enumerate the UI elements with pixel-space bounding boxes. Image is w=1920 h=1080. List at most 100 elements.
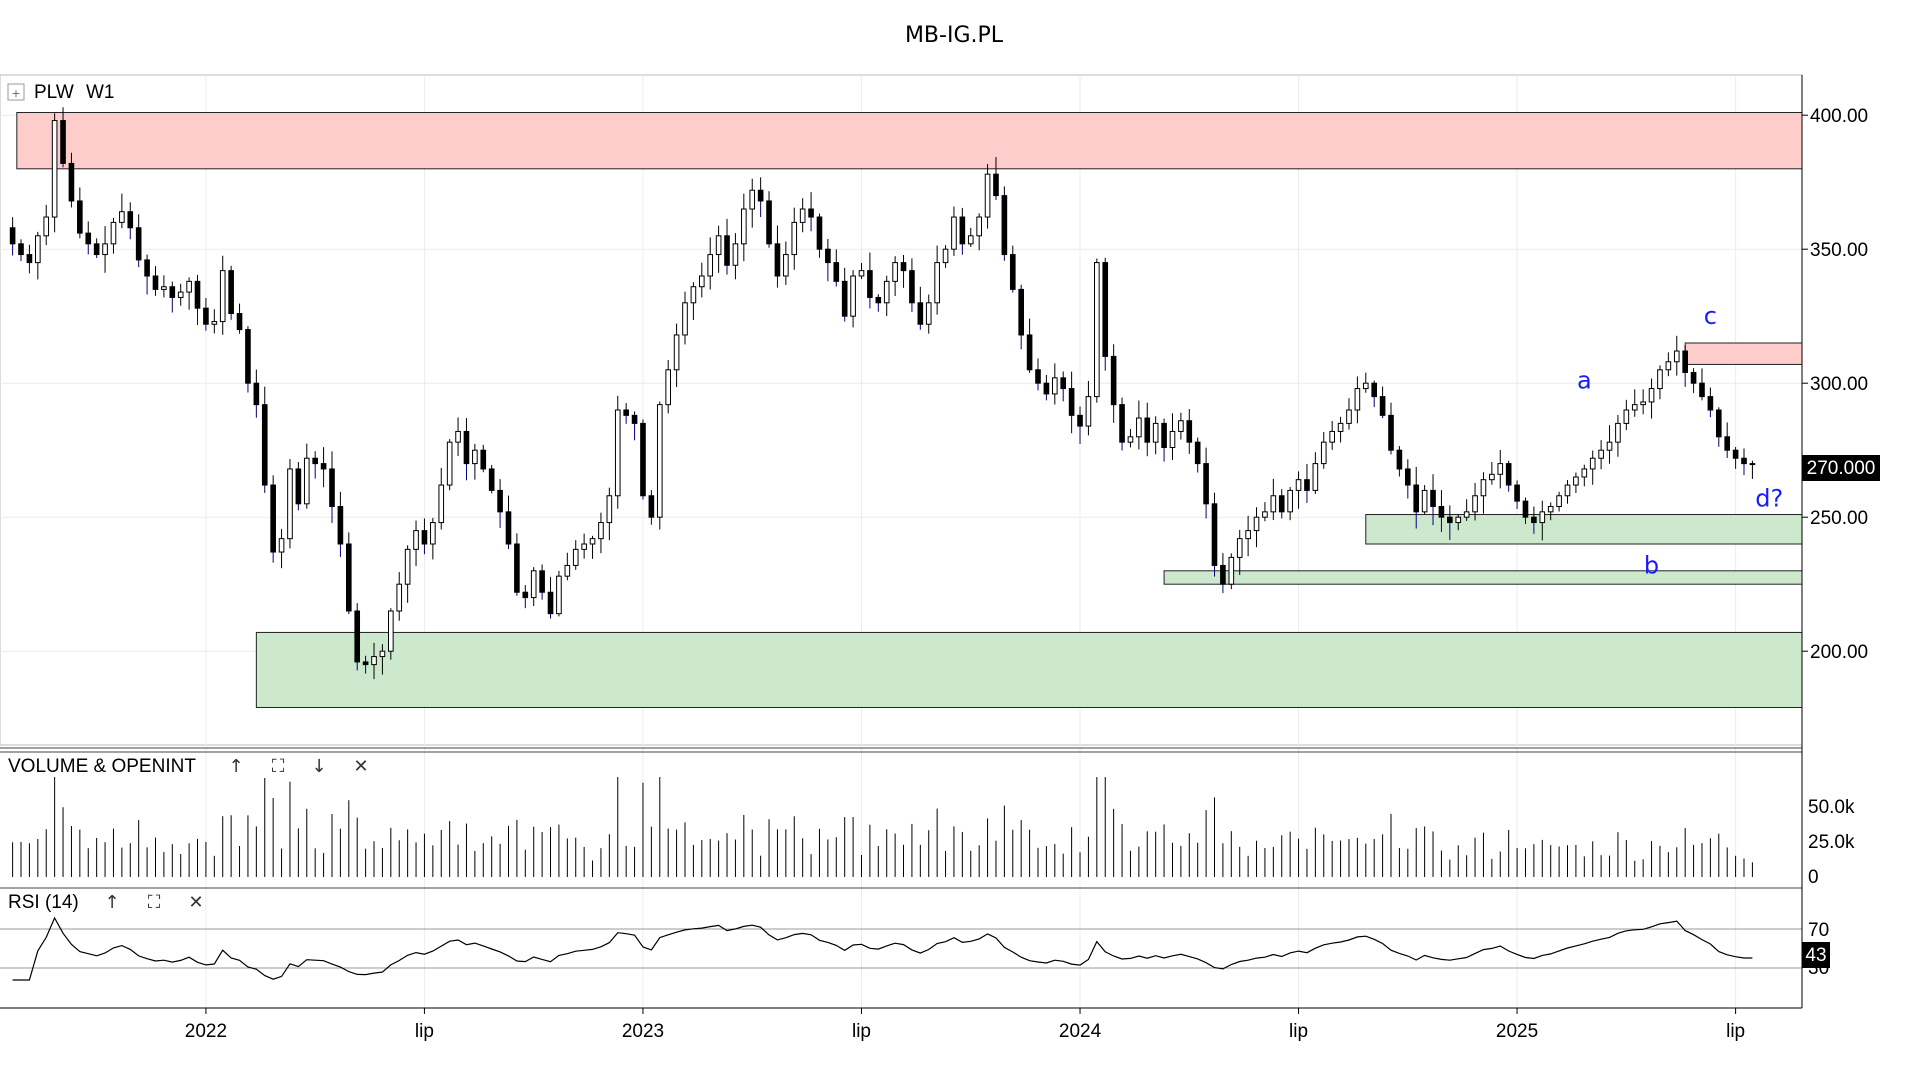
candle-body — [1312, 463, 1319, 491]
candle-body — [1169, 430, 1176, 449]
expand-icon[interactable]: + — [11, 87, 20, 100]
candle-body — [1741, 457, 1747, 465]
price-tick-label: 200.00 — [1810, 642, 1868, 663]
candle-body — [959, 216, 966, 245]
candle-body — [766, 200, 772, 245]
candle-body — [362, 661, 369, 666]
price-panel[interactable]: a b c d? + PLW W1 — [0, 74, 1803, 1008]
candle-body — [1388, 414, 1394, 451]
candle-body — [1329, 430, 1335, 443]
expand-icon-box[interactable] — [7, 83, 25, 101]
candle-body — [1144, 417, 1151, 443]
candle-body — [858, 270, 865, 277]
candle-body — [1531, 516, 1537, 524]
volume-tick-0: 0 — [1808, 867, 1819, 888]
candle-body — [1682, 350, 1688, 373]
candle-body — [1304, 479, 1310, 491]
candle-body — [774, 243, 781, 277]
candle-body — [1094, 262, 1100, 398]
candle-body — [455, 430, 461, 443]
candle-body — [1186, 420, 1193, 443]
panel-move-up-icon[interactable]: ↑ — [104, 892, 119, 913]
candle-body — [203, 307, 209, 325]
wave-label: d? — [1755, 484, 1783, 512]
candle-body — [144, 259, 150, 277]
candle-body — [1564, 484, 1571, 497]
candle-body — [1522, 500, 1529, 518]
panel-maximize-icon[interactable]: ⛶ — [148, 892, 161, 913]
candle-body — [883, 280, 890, 304]
rsi-panel[interactable]: RSI (14) ↑ ⛶ ✕ 70 30 43 — [0, 892, 1830, 981]
candle-body — [77, 200, 83, 234]
candle-body — [1556, 495, 1562, 507]
candle-body — [1270, 495, 1277, 513]
candle-body — [1035, 369, 1041, 384]
volume-panel-label: VOLUME & OPENINT — [8, 756, 196, 777]
candle-body — [35, 235, 41, 264]
candle-body — [1194, 441, 1201, 465]
candle-body — [682, 302, 688, 336]
candle-body — [1648, 388, 1655, 403]
candle-body — [1472, 495, 1478, 513]
candle-body — [295, 468, 302, 505]
rsi-line — [12, 916, 1753, 981]
candle-body — [867, 270, 873, 298]
interval-label: W1 — [86, 82, 115, 103]
candle-body — [1581, 468, 1588, 478]
candle-body — [228, 270, 234, 315]
candle-body — [1430, 489, 1436, 507]
candle-body — [1220, 564, 1226, 585]
panel-move-up-icon[interactable]: ↑ — [228, 756, 243, 777]
candle-body — [396, 583, 403, 612]
candle-body — [589, 538, 596, 545]
candle-body — [404, 548, 411, 585]
panel-move-down-icon[interactable]: ↓ — [311, 756, 326, 777]
candle-body — [245, 329, 251, 384]
candles-layer — [9, 107, 1756, 680]
candle-body — [1110, 355, 1117, 406]
candle-body — [1337, 422, 1344, 432]
candle-body — [892, 262, 898, 282]
candle-body — [900, 262, 907, 272]
candle-body — [1514, 484, 1520, 502]
candle-body — [741, 208, 747, 245]
candle-body — [1043, 382, 1050, 395]
panel-maximize-icon[interactable]: ⛶ — [272, 756, 285, 777]
panel-close-icon[interactable]: ✕ — [353, 756, 368, 777]
candle-body — [1228, 556, 1235, 585]
candle-body — [724, 235, 730, 266]
candle-body — [211, 321, 218, 325]
candle-body — [1253, 516, 1260, 532]
volume-bars — [12, 777, 1753, 877]
candle-body — [169, 286, 176, 298]
candle-body — [1421, 489, 1428, 513]
candle-body — [942, 248, 949, 264]
candle-body — [1749, 463, 1756, 466]
candle-body — [614, 409, 621, 497]
candle-body — [430, 522, 436, 545]
candle-body — [1732, 449, 1739, 459]
candle-body — [539, 570, 545, 593]
volume-panel[interactable]: VOLUME & OPENINT ↑ ⛶ ↓ ✕ 50.0k 25.0k 0 — [8, 756, 1855, 888]
candle-body — [85, 232, 92, 245]
candle-body — [530, 570, 537, 599]
candle-body — [497, 489, 503, 513]
panel-close-icon[interactable]: ✕ — [188, 892, 203, 913]
candle-body — [371, 656, 377, 666]
candle-body — [446, 441, 453, 486]
candle-body — [261, 404, 268, 486]
candle-body — [909, 270, 915, 304]
candle-body — [514, 543, 520, 593]
candle-body — [1489, 473, 1495, 481]
candle-body — [177, 291, 184, 298]
candle-body — [303, 457, 310, 505]
wave-label: a — [1577, 367, 1592, 395]
candle-body — [640, 422, 646, 497]
candle-body — [505, 511, 512, 545]
candle-body — [1278, 495, 1285, 513]
candle-body — [1060, 377, 1067, 390]
candle-body — [51, 120, 58, 218]
candle-body — [1077, 414, 1083, 427]
candle-body — [26, 254, 33, 264]
candle-body — [1371, 382, 1378, 398]
